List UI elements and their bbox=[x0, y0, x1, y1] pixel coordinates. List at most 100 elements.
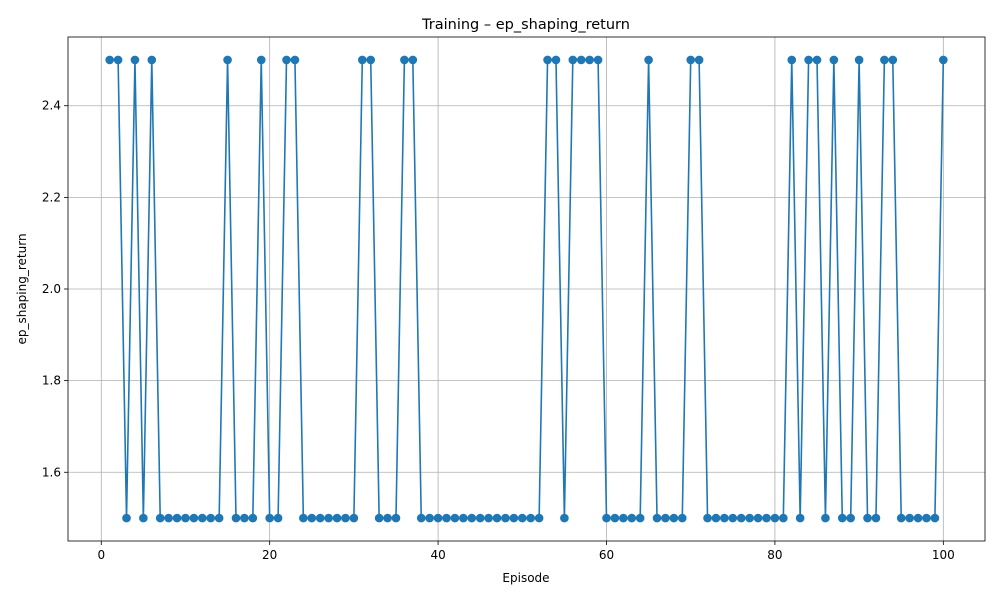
data-point bbox=[619, 513, 628, 523]
data-point bbox=[635, 513, 645, 523]
data-point bbox=[265, 513, 274, 523]
data-point bbox=[501, 513, 510, 523]
data-point bbox=[821, 513, 830, 523]
x-tick-label: 60 bbox=[599, 548, 614, 562]
data-point bbox=[829, 55, 839, 65]
data-point bbox=[391, 513, 401, 523]
data-point bbox=[189, 513, 199, 523]
data-point bbox=[341, 513, 350, 523]
data-point bbox=[130, 55, 140, 65]
data-point bbox=[324, 513, 333, 523]
data-point bbox=[383, 513, 392, 523]
chart-title: Training – ep_shaping_return bbox=[421, 17, 630, 33]
data-point bbox=[492, 513, 502, 523]
y-tick-label: 2.4 bbox=[42, 99, 61, 113]
data-point bbox=[779, 513, 788, 523]
data-point bbox=[728, 513, 738, 523]
data-point bbox=[450, 513, 460, 523]
data-point bbox=[408, 55, 418, 65]
data-point bbox=[703, 513, 712, 523]
data-point bbox=[863, 513, 872, 523]
data-point bbox=[661, 513, 670, 523]
y-tick-label: 1.6 bbox=[42, 465, 61, 479]
data-point bbox=[711, 513, 721, 523]
grid bbox=[68, 37, 985, 541]
data-point bbox=[770, 513, 780, 523]
data-point bbox=[795, 513, 805, 523]
data-point bbox=[677, 513, 687, 523]
data-point bbox=[534, 513, 544, 523]
y-tick-label: 2.2 bbox=[42, 190, 61, 204]
data-point bbox=[585, 55, 594, 65]
data-point bbox=[560, 513, 569, 523]
data-point bbox=[164, 513, 173, 523]
data-point bbox=[694, 55, 704, 65]
data-point bbox=[172, 513, 182, 523]
data-point bbox=[366, 55, 376, 65]
data-point bbox=[610, 513, 620, 523]
data-point bbox=[517, 513, 527, 523]
data-point bbox=[837, 513, 847, 523]
data-point bbox=[400, 55, 409, 65]
data-point bbox=[198, 513, 207, 523]
data-point bbox=[543, 55, 552, 65]
data-point bbox=[357, 55, 367, 65]
data-point bbox=[332, 513, 342, 523]
data-point bbox=[812, 55, 822, 65]
data-point bbox=[568, 55, 578, 65]
data-point bbox=[416, 513, 426, 523]
data-point bbox=[307, 513, 317, 523]
x-tick-label: 40 bbox=[430, 548, 445, 562]
data-point bbox=[939, 55, 948, 65]
data-point bbox=[905, 513, 914, 523]
data-point bbox=[922, 513, 931, 523]
series-group bbox=[105, 55, 948, 523]
y-axis-label: ep_shaping_return bbox=[15, 233, 29, 344]
data-point bbox=[854, 55, 864, 65]
data-point bbox=[374, 513, 384, 523]
data-point bbox=[459, 513, 468, 523]
x-tick-label: 20 bbox=[262, 548, 277, 562]
data-point bbox=[282, 55, 291, 65]
data-point bbox=[122, 513, 131, 523]
data-point bbox=[181, 513, 190, 523]
data-point bbox=[113, 55, 123, 65]
x-tick-label: 80 bbox=[767, 548, 782, 562]
data-point bbox=[644, 55, 653, 65]
data-point bbox=[290, 55, 300, 65]
data-point bbox=[349, 513, 359, 523]
data-point bbox=[315, 513, 325, 523]
data-point bbox=[155, 513, 165, 523]
data-point bbox=[433, 513, 443, 523]
data-point bbox=[627, 513, 637, 523]
data-point bbox=[602, 513, 611, 523]
data-point bbox=[593, 55, 603, 65]
data-point bbox=[223, 55, 232, 65]
data-point bbox=[871, 513, 881, 523]
data-point bbox=[745, 513, 754, 523]
data-point bbox=[475, 513, 485, 523]
data-point bbox=[762, 513, 771, 523]
data-point bbox=[467, 513, 477, 523]
data-point bbox=[720, 513, 729, 523]
data-point bbox=[846, 513, 855, 523]
data-point bbox=[509, 513, 519, 523]
data-point bbox=[576, 55, 586, 65]
data-point bbox=[139, 513, 148, 523]
data-point bbox=[880, 55, 889, 65]
data-point bbox=[686, 55, 696, 65]
data-point bbox=[147, 55, 157, 65]
data-point bbox=[442, 513, 451, 523]
data-point bbox=[240, 513, 249, 523]
data-point bbox=[804, 55, 813, 65]
x-tick-label: 0 bbox=[97, 548, 105, 562]
y-tick-label: 2.0 bbox=[42, 282, 61, 296]
data-point bbox=[484, 513, 493, 523]
data-point bbox=[888, 55, 898, 65]
data-point bbox=[425, 513, 434, 523]
data-point bbox=[231, 513, 241, 523]
data-point bbox=[551, 55, 561, 65]
data-point bbox=[669, 513, 679, 523]
x-axis-label: Episode bbox=[502, 571, 549, 585]
